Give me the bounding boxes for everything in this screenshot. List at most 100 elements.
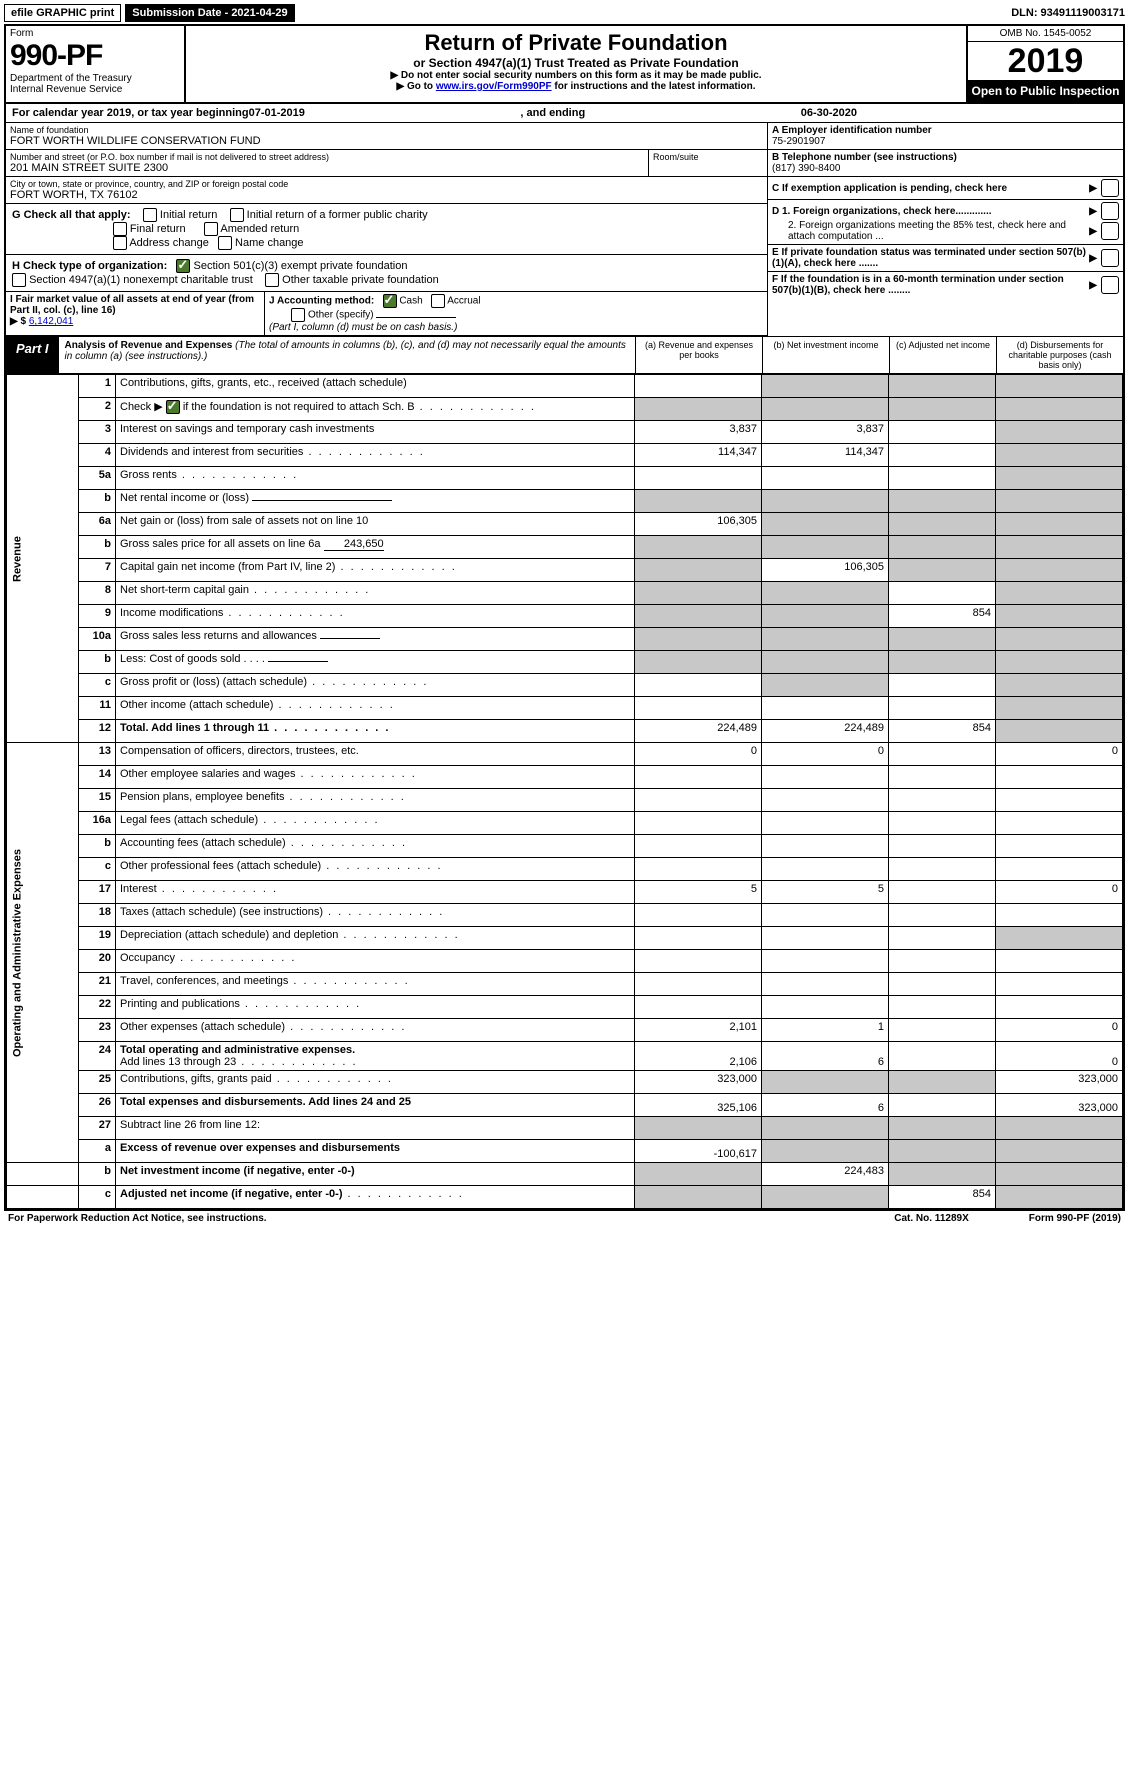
r4-a: 114,347: [635, 444, 762, 467]
r27c-n: c: [79, 1186, 116, 1209]
r21-d: Travel, conferences, and meetings: [116, 973, 635, 996]
irs: Internal Revenue Service: [10, 84, 180, 95]
r10a-d: Gross sales less returns and allowances: [116, 628, 635, 651]
r1-d: Contributions, gifts, grants, etc., rece…: [116, 375, 635, 398]
r24-d: Total operating and administrative expen…: [116, 1042, 635, 1071]
r12-c: 854: [889, 720, 996, 743]
r22-n: 22: [79, 996, 116, 1019]
dept: Department of the Treasury: [10, 73, 180, 84]
arrow-icon: ▶: [1089, 183, 1097, 194]
r17-b: 5: [762, 881, 889, 904]
ein: 75-2901907: [772, 136, 825, 147]
g-r2a: Final return: [130, 223, 186, 235]
part1-tag: Part I: [6, 337, 59, 373]
r27b-b: 224,483: [762, 1163, 889, 1186]
chk-initial[interactable]: [143, 208, 157, 222]
r11-n: 11: [79, 697, 116, 720]
chk-e[interactable]: [1101, 249, 1119, 267]
r26-a: 325,106: [635, 1094, 762, 1117]
chk-amended[interactable]: [204, 222, 218, 236]
r2-d: Check ▶ if the foundation is not require…: [116, 398, 635, 421]
r6b-n: b: [79, 536, 116, 559]
r21-n: 21: [79, 973, 116, 996]
r5b-d: Net rental income or (loss): [116, 490, 635, 513]
chk-c[interactable]: [1101, 179, 1119, 197]
r13-n: 13: [79, 743, 116, 766]
j-accrual: Accrual: [447, 296, 480, 307]
chk-other-tax[interactable]: [265, 273, 279, 287]
i-val-link[interactable]: 6,142,041: [29, 316, 74, 327]
r19-d: Depreciation (attach schedule) and deple…: [116, 927, 635, 950]
form-title: Return of Private Foundation: [194, 30, 958, 56]
h-label: H Check type of organization:: [12, 260, 167, 272]
r7-n: 7: [79, 559, 116, 582]
r9-c: 854: [889, 605, 996, 628]
chk-initial-former[interactable]: [230, 208, 244, 222]
e-label: E If private foundation status was termi…: [772, 247, 1089, 269]
r27a-d: Excess of revenue over expenses and disb…: [116, 1140, 635, 1163]
chk-f[interactable]: [1101, 276, 1119, 294]
footer-left: For Paperwork Reduction Act Notice, see …: [8, 1213, 267, 1224]
cal-pre: For calendar year 2019, or tax year begi…: [12, 107, 249, 119]
r4-b: 114,347: [762, 444, 889, 467]
chk-501c3[interactable]: [176, 259, 190, 273]
r10b-d: Less: Cost of goods sold . . . .: [116, 651, 635, 674]
r16c-d: Other professional fees (attach schedule…: [116, 858, 635, 881]
cal-begin: 07-01-2019: [249, 107, 305, 119]
chk-schb[interactable]: [166, 400, 180, 414]
r13-b: 0: [762, 743, 889, 766]
chk-accrual[interactable]: [431, 294, 445, 308]
chk-address[interactable]: [113, 236, 127, 250]
room-label: Room/suite: [653, 152, 763, 162]
r23-d: Other expenses (attach schedule): [116, 1019, 635, 1042]
j-note: (Part I, column (d) must be on cash basi…: [269, 322, 457, 333]
c-label: C If exemption application is pending, c…: [772, 183, 1089, 194]
r6b-val: 243,650: [324, 538, 384, 551]
r6b-d: Gross sales price for all assets on line…: [116, 536, 635, 559]
chk-final[interactable]: [113, 222, 127, 236]
r19-n: 19: [79, 927, 116, 950]
chk-4947[interactable]: [12, 273, 26, 287]
r24-b: 6: [762, 1042, 889, 1071]
r16b-d: Accounting fees (attach schedule): [116, 835, 635, 858]
r5a-d: Gross rents: [116, 467, 635, 490]
efile-btn[interactable]: efile GRAPHIC print: [4, 4, 121, 22]
a-label: A Employer identification number: [772, 125, 932, 136]
r18-n: 18: [79, 904, 116, 927]
r5a-n: 5a: [79, 467, 116, 490]
chk-d2[interactable]: [1101, 222, 1119, 240]
r27b-d: Net investment income (if negative, ente…: [116, 1163, 635, 1186]
dln: DLN: 93491119003171: [1011, 7, 1125, 19]
j-cash: Cash: [399, 296, 422, 307]
r22-d: Printing and publications: [116, 996, 635, 1019]
r23-a: 2,101: [635, 1019, 762, 1042]
d1-label: D 1. Foreign organizations, check here..…: [772, 206, 1089, 217]
open-inspect: Open to Public Inspection: [968, 80, 1123, 102]
chk-name[interactable]: [218, 236, 232, 250]
chk-other-acct[interactable]: [291, 308, 305, 322]
r1-n: 1: [79, 375, 116, 398]
r9-n: 9: [79, 605, 116, 628]
r10c-d: Gross profit or (loss) (attach schedule): [116, 674, 635, 697]
col-c-hdr: (c) Adjusted net income: [889, 337, 996, 373]
g-label: G Check all that apply:: [12, 209, 131, 221]
r25-n: 25: [79, 1071, 116, 1094]
instr-link[interactable]: www.irs.gov/Form990PF: [436, 81, 552, 92]
r27a-n: a: [79, 1140, 116, 1163]
r27a-a: -100,617: [635, 1140, 762, 1163]
chk-cash[interactable]: [383, 294, 397, 308]
r3-d: Interest on savings and temporary cash i…: [116, 421, 635, 444]
r27-n: 27: [79, 1117, 116, 1140]
r12-b: 224,489: [762, 720, 889, 743]
r3-b: 3,837: [762, 421, 889, 444]
city-label: City or town, state or province, country…: [10, 179, 763, 189]
r4-n: 4: [79, 444, 116, 467]
r27b-n: b: [79, 1163, 116, 1186]
r20-n: 20: [79, 950, 116, 973]
chk-d1[interactable]: [1101, 202, 1119, 220]
col-a-hdr: (a) Revenue and expenses per books: [635, 337, 762, 373]
r18-d: Taxes (attach schedule) (see instruction…: [116, 904, 635, 927]
r16c-n: c: [79, 858, 116, 881]
r14-n: 14: [79, 766, 116, 789]
submission-btn[interactable]: Submission Date - 2021-04-29: [125, 4, 294, 22]
